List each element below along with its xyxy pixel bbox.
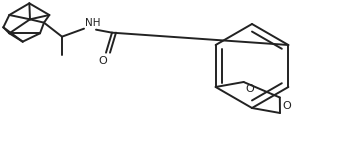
Text: O: O: [282, 101, 291, 111]
Text: O: O: [99, 56, 108, 66]
Text: NH: NH: [85, 18, 100, 28]
Text: O: O: [246, 84, 255, 94]
